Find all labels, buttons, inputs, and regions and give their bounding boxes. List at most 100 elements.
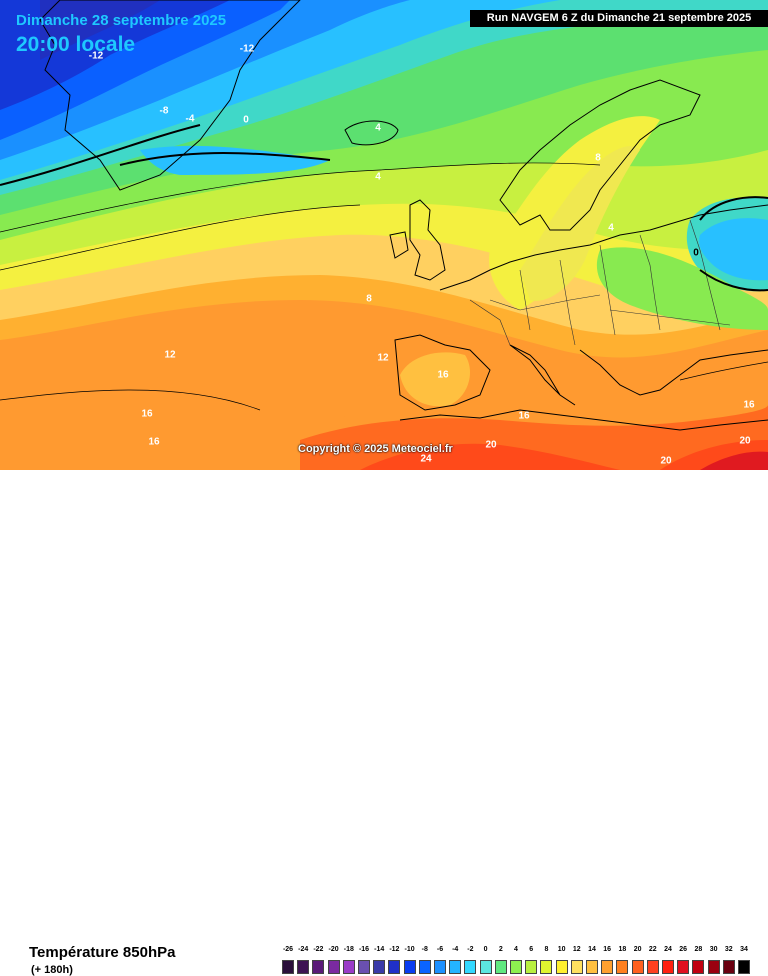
cold-pocket-atlantic: [140, 145, 330, 175]
legend-color-swatch: [312, 960, 325, 974]
copyright-notice: Copyright © 2025 Meteociel.fr: [298, 443, 453, 455]
legend-tick-label: 32: [724, 946, 733, 953]
legend-tick-label: 6: [529, 946, 534, 953]
balkans-coast: [579, 349, 768, 396]
legend-tick-label: 18: [618, 946, 627, 953]
legend-tick-label: 26: [679, 946, 688, 953]
isotherm-label: -12: [239, 43, 255, 55]
temperature-map: Dimanche 28 septembre 2025 20:00 locale …: [0, 0, 768, 470]
iceland-coast: [344, 120, 399, 146]
isotherm-label: 4: [608, 222, 614, 234]
legend-tick-label: 28: [694, 946, 703, 953]
isotherm-8: [0, 204, 361, 271]
temperature-field: [0, 0, 768, 470]
forecast-valid-time: 20:00 locale: [16, 33, 136, 56]
legend-color-swatch: [738, 960, 750, 974]
legend-tick-label: -2: [467, 946, 474, 953]
isotherm-label: -4: [185, 113, 195, 125]
legend-tick-label: -14: [374, 946, 385, 953]
legend-tick-label: 2: [498, 946, 503, 953]
isotherm-label: -8: [159, 105, 169, 117]
variable-title: Température 850hPa: [29, 944, 176, 961]
britain-coast: [409, 199, 446, 281]
legend-color-swatch: [327, 960, 340, 974]
isotherm-label: 20: [485, 439, 497, 451]
legend-tick-label: 24: [664, 946, 672, 953]
legend-tick-label: -10: [404, 946, 415, 953]
legend-color-swatch: [434, 960, 446, 974]
legend-color-swatch: [358, 960, 370, 974]
legend-color-swatch: [646, 960, 659, 974]
legend-color-swatch: [342, 960, 355, 974]
scandinavia-coast: [499, 79, 701, 231]
legend-tick-label: -22: [313, 946, 324, 953]
isotherm-label: 16: [743, 399, 755, 411]
isotherm-label: -12: [88, 50, 104, 62]
isotherm-label: 8: [366, 293, 372, 305]
iberia-coast: [394, 334, 491, 411]
isotherm-label: 0: [693, 247, 699, 259]
legend-color-swatch: [510, 960, 522, 974]
legend-color-swatch: [449, 960, 462, 974]
legend-tick-label: 4: [514, 946, 518, 953]
isotherm-label: 12: [377, 352, 389, 364]
isotherm-label: 4: [375, 171, 381, 183]
country-borders: [469, 219, 731, 346]
legend-color-swatch: [464, 960, 477, 974]
iberia-core: [400, 352, 470, 407]
italy-coast: [509, 344, 576, 406]
green-east: [596, 247, 768, 330]
legend-tick-label: -20: [328, 946, 339, 953]
legend-color-swatch: [692, 960, 705, 974]
legend-color-swatch: [479, 960, 492, 974]
isotherm-0-atlantic: [119, 152, 331, 166]
legend-tick-label: -18: [343, 946, 354, 953]
legend-color-swatch: [631, 960, 644, 974]
legend-color-swatch: [282, 960, 294, 974]
legend-color-swatch: [601, 960, 614, 974]
legend-color-swatch: [388, 960, 401, 974]
legend-tick-label: -12: [389, 946, 400, 953]
legend-tick-label: -4: [452, 946, 459, 953]
legend-tick-label: 0: [483, 946, 488, 953]
legend-tick-label: 14: [588, 946, 596, 953]
legend-tick-label: 30: [709, 946, 718, 953]
legend-tick-label: 8: [544, 946, 549, 953]
cold-pool-east-core: [699, 218, 768, 281]
isotherm-label: 0: [243, 114, 249, 126]
legend-color-swatch: [373, 960, 386, 974]
legend-color-swatch: [525, 960, 538, 974]
warm-core-europe: [520, 146, 640, 301]
forecast-valid-date: Dimanche 28 septembre 2025: [16, 12, 227, 29]
legend-color-swatch: [418, 960, 431, 974]
legend-color-swatch: [722, 960, 735, 974]
isotherm-16: [0, 389, 261, 411]
isotherm-0-east-south: [699, 269, 768, 292]
band-26: [700, 451, 768, 470]
legend-color-swatch: [707, 960, 720, 974]
legend-color-swatch: [297, 960, 310, 974]
isotherm-label: 12: [164, 349, 176, 361]
legend-tick-label: -16: [358, 946, 370, 953]
isotherm-label: 16: [518, 410, 530, 422]
isotherm-label: 16: [148, 436, 160, 448]
isotherm-label: 20: [660, 455, 672, 467]
map-footer: Température 850hPa (+ 180h) -26 -24 -22 -20…: [0, 470, 768, 976]
legend-color-swatch: [403, 960, 416, 974]
isotherm-label: 8: [595, 152, 601, 164]
ireland-coast: [389, 231, 409, 259]
isotherm-4: [0, 162, 601, 233]
legend-tick-label: -6: [436, 946, 444, 953]
isotherm-16-east: [679, 361, 768, 381]
legend-color-swatch: [677, 960, 690, 974]
forecast-lead-time: (+ 180h): [31, 964, 73, 976]
isotherm-label: 24: [420, 453, 432, 465]
legend-color-swatch: [586, 960, 598, 974]
north-africa-coast: [399, 409, 768, 431]
legend-color-swatch: [555, 960, 568, 974]
isotherm-label: 16: [141, 408, 153, 420]
legend-tick-label: 20: [633, 946, 642, 953]
legend-color-swatch: [570, 960, 583, 974]
model-run-banner: Run NAVGEM 6 Z du Dimanche 21 septembre …: [470, 10, 768, 27]
isotherm-0-west: [0, 124, 201, 186]
